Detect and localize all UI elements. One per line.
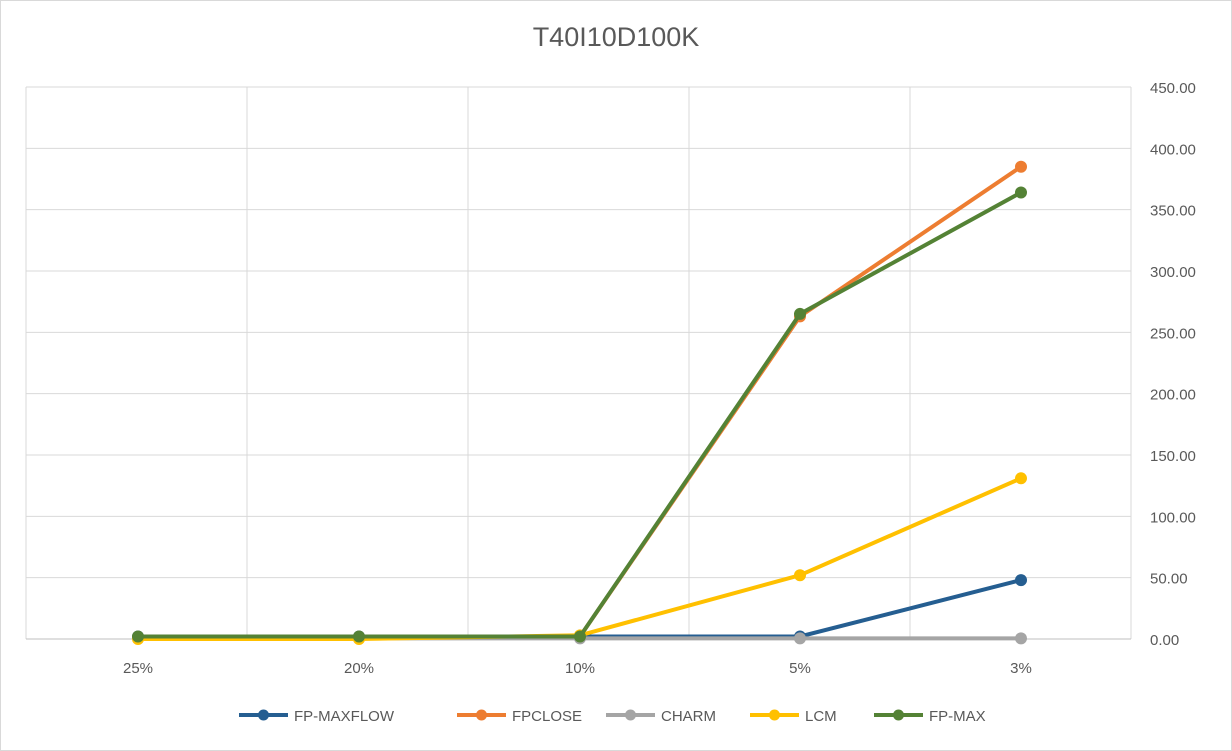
legend-item: LCM	[750, 708, 837, 725]
x-tick-label: 25%	[123, 660, 153, 677]
legend-marker	[258, 709, 269, 721]
legend-marker	[893, 709, 904, 721]
data-point	[353, 630, 365, 643]
data-point	[794, 632, 806, 645]
x-tick-label: 3%	[1010, 660, 1032, 677]
y-axis-ticks: 0.00 50.00 100.00 150.00 200.00 250.00 300.00 3…	[1150, 80, 1196, 649]
legend-label: FP-MAXFLOW	[294, 708, 395, 725]
legend-label: FP-MAX	[929, 708, 986, 725]
data-point	[1015, 160, 1027, 173]
series-fpclose	[132, 160, 1027, 644]
legend-item: FP-MAXFLOW	[239, 708, 395, 725]
x-tick-label: 5%	[789, 660, 811, 677]
series-line	[136, 578, 1023, 639]
legend-label: LCM	[805, 708, 837, 725]
data-point	[1015, 574, 1027, 587]
data-point	[794, 307, 806, 320]
y-tick-label: 200.00	[1150, 387, 1196, 404]
y-tick-label: 150.00	[1150, 448, 1196, 465]
y-tick-label: 0.00	[1150, 632, 1179, 649]
data-point	[574, 630, 586, 643]
y-tick-label: 450.00	[1150, 80, 1196, 97]
legend-label: CHARM	[661, 708, 716, 725]
x-tick-label: 10%	[565, 660, 595, 677]
series-lines	[132, 160, 1027, 645]
legend-item: FPCLOSE	[457, 708, 582, 725]
gridlines	[25, 86, 1132, 640]
legend-item: CHARM	[606, 708, 716, 725]
y-tick-label: 100.00	[1150, 509, 1196, 526]
data-point	[1015, 472, 1027, 485]
legend: FP-MAXFLOW FPCLOSE CHARM LCM FP-MAX	[239, 708, 986, 725]
legend-label: FPCLOSE	[512, 708, 582, 725]
legend-marker	[625, 709, 636, 721]
x-axis-ticks: 25% 20% 10% 5% 3%	[123, 660, 1032, 677]
series-lcm	[132, 472, 1027, 645]
legend-marker	[476, 709, 487, 721]
y-tick-label: 350.00	[1150, 203, 1196, 220]
y-tick-label: 250.00	[1150, 325, 1196, 342]
data-point	[132, 630, 144, 643]
y-tick-label: 50.00	[1150, 571, 1188, 588]
data-point	[1015, 632, 1027, 645]
data-point	[1015, 186, 1027, 199]
series-line	[136, 190, 1023, 639]
legend-marker	[769, 709, 780, 721]
x-tick-label: 20%	[344, 660, 374, 677]
series-line	[136, 164, 1023, 640]
y-tick-label: 400.00	[1150, 141, 1196, 158]
data-point	[794, 569, 806, 582]
series-fp-max	[132, 186, 1027, 643]
y-tick-label: 300.00	[1150, 264, 1196, 281]
legend-item: FP-MAX	[874, 708, 986, 725]
chart-title: T40I10D100K	[532, 22, 700, 52]
